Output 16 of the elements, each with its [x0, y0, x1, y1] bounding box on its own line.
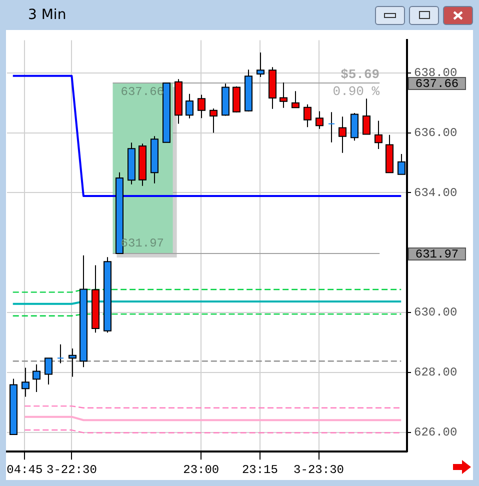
candlestick	[328, 112, 335, 143]
candlestick	[57, 344, 64, 364]
text: 631.97	[415, 248, 459, 262]
y-tick-label: 626.00	[414, 426, 458, 440]
x-tick-label: 23:00	[183, 462, 220, 477]
y-tick-label: 630.00	[414, 306, 458, 320]
x-tick-label: 3-23:30	[294, 462, 344, 477]
x-tick-label: 23:15	[242, 462, 278, 477]
annotation: $5.69	[340, 66, 380, 82]
y-tick-label: 636.00	[414, 126, 458, 140]
x-tick-label: 04:45	[6, 462, 43, 477]
annotation: 0.90 %	[332, 84, 380, 99]
x-tick-label: 3-22:30	[46, 462, 97, 477]
y-tick-label: 628.00	[414, 366, 458, 380]
y-tick-label: 634.00	[414, 186, 458, 200]
chart-title: 3 Min	[28, 7, 66, 23]
